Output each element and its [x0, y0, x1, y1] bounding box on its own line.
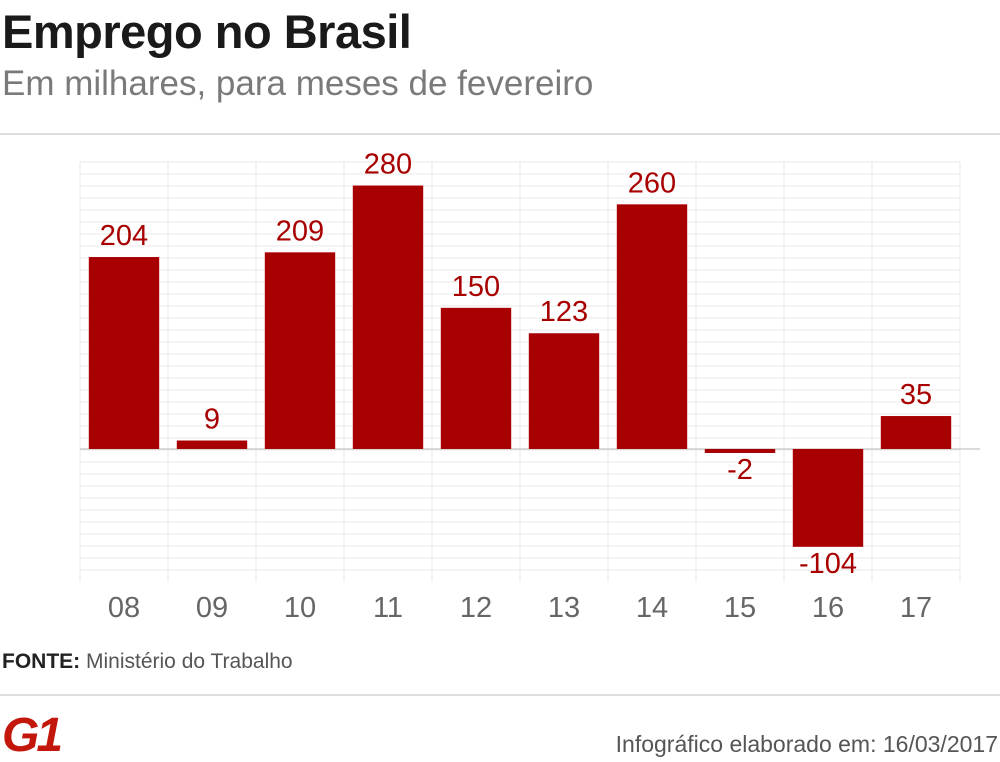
bar-15	[704, 448, 776, 453]
x-tick-11: 11	[373, 592, 403, 624]
x-tick-08: 08	[108, 592, 140, 624]
data-label-15: -2	[727, 454, 753, 486]
bar-16	[792, 448, 864, 547]
bar-chart: 204 08 9 09 209 10 280 11 150 12 123 13 260 14 -2 15 -10…	[79, 150, 980, 624]
bar-09	[176, 440, 248, 449]
grid-lines	[79, 161, 961, 582]
x-tick-13: 13	[548, 592, 580, 624]
x-tick-10: 10	[284, 592, 316, 624]
x-tick-09: 09	[196, 592, 228, 624]
source-note: FONTE: Ministério do Trabalho	[2, 650, 293, 674]
source-text: Ministério do Trabalho	[86, 650, 293, 673]
bar-08	[88, 257, 160, 449]
bar-14	[616, 204, 688, 449]
chart-title: Emprego no Brasil	[2, 5, 412, 58]
bottom-divider	[0, 694, 1000, 696]
bar-11	[352, 185, 424, 449]
data-label-12: 150	[452, 271, 500, 303]
bar-13	[528, 333, 600, 449]
x-tick-12: 12	[460, 592, 492, 624]
data-label-16: -104	[799, 548, 857, 580]
chart-subtitle: Em milhares, para meses de fevereiro	[2, 64, 594, 103]
data-label-11: 280	[364, 150, 412, 181]
x-tick-16: 16	[812, 592, 844, 624]
source-label: FONTE:	[2, 650, 81, 673]
x-tick-17: 17	[900, 592, 932, 624]
top-divider	[0, 133, 1000, 135]
x-tick-14: 14	[636, 592, 668, 624]
x-tick-15: 15	[724, 592, 756, 624]
data-label-13: 123	[540, 296, 588, 328]
data-label-17: 35	[900, 379, 932, 411]
g1-logo: G1	[2, 709, 63, 762]
credit-text: Infográfico elaborado em: 16/03/2017	[615, 731, 998, 757]
bar-12	[440, 307, 512, 449]
data-label-14: 260	[628, 167, 676, 199]
data-label-10: 209	[276, 215, 324, 247]
data-label-09: 9	[204, 404, 220, 436]
data-label-08: 204	[100, 220, 148, 252]
bar-17	[880, 416, 952, 449]
bar-10	[264, 252, 336, 449]
